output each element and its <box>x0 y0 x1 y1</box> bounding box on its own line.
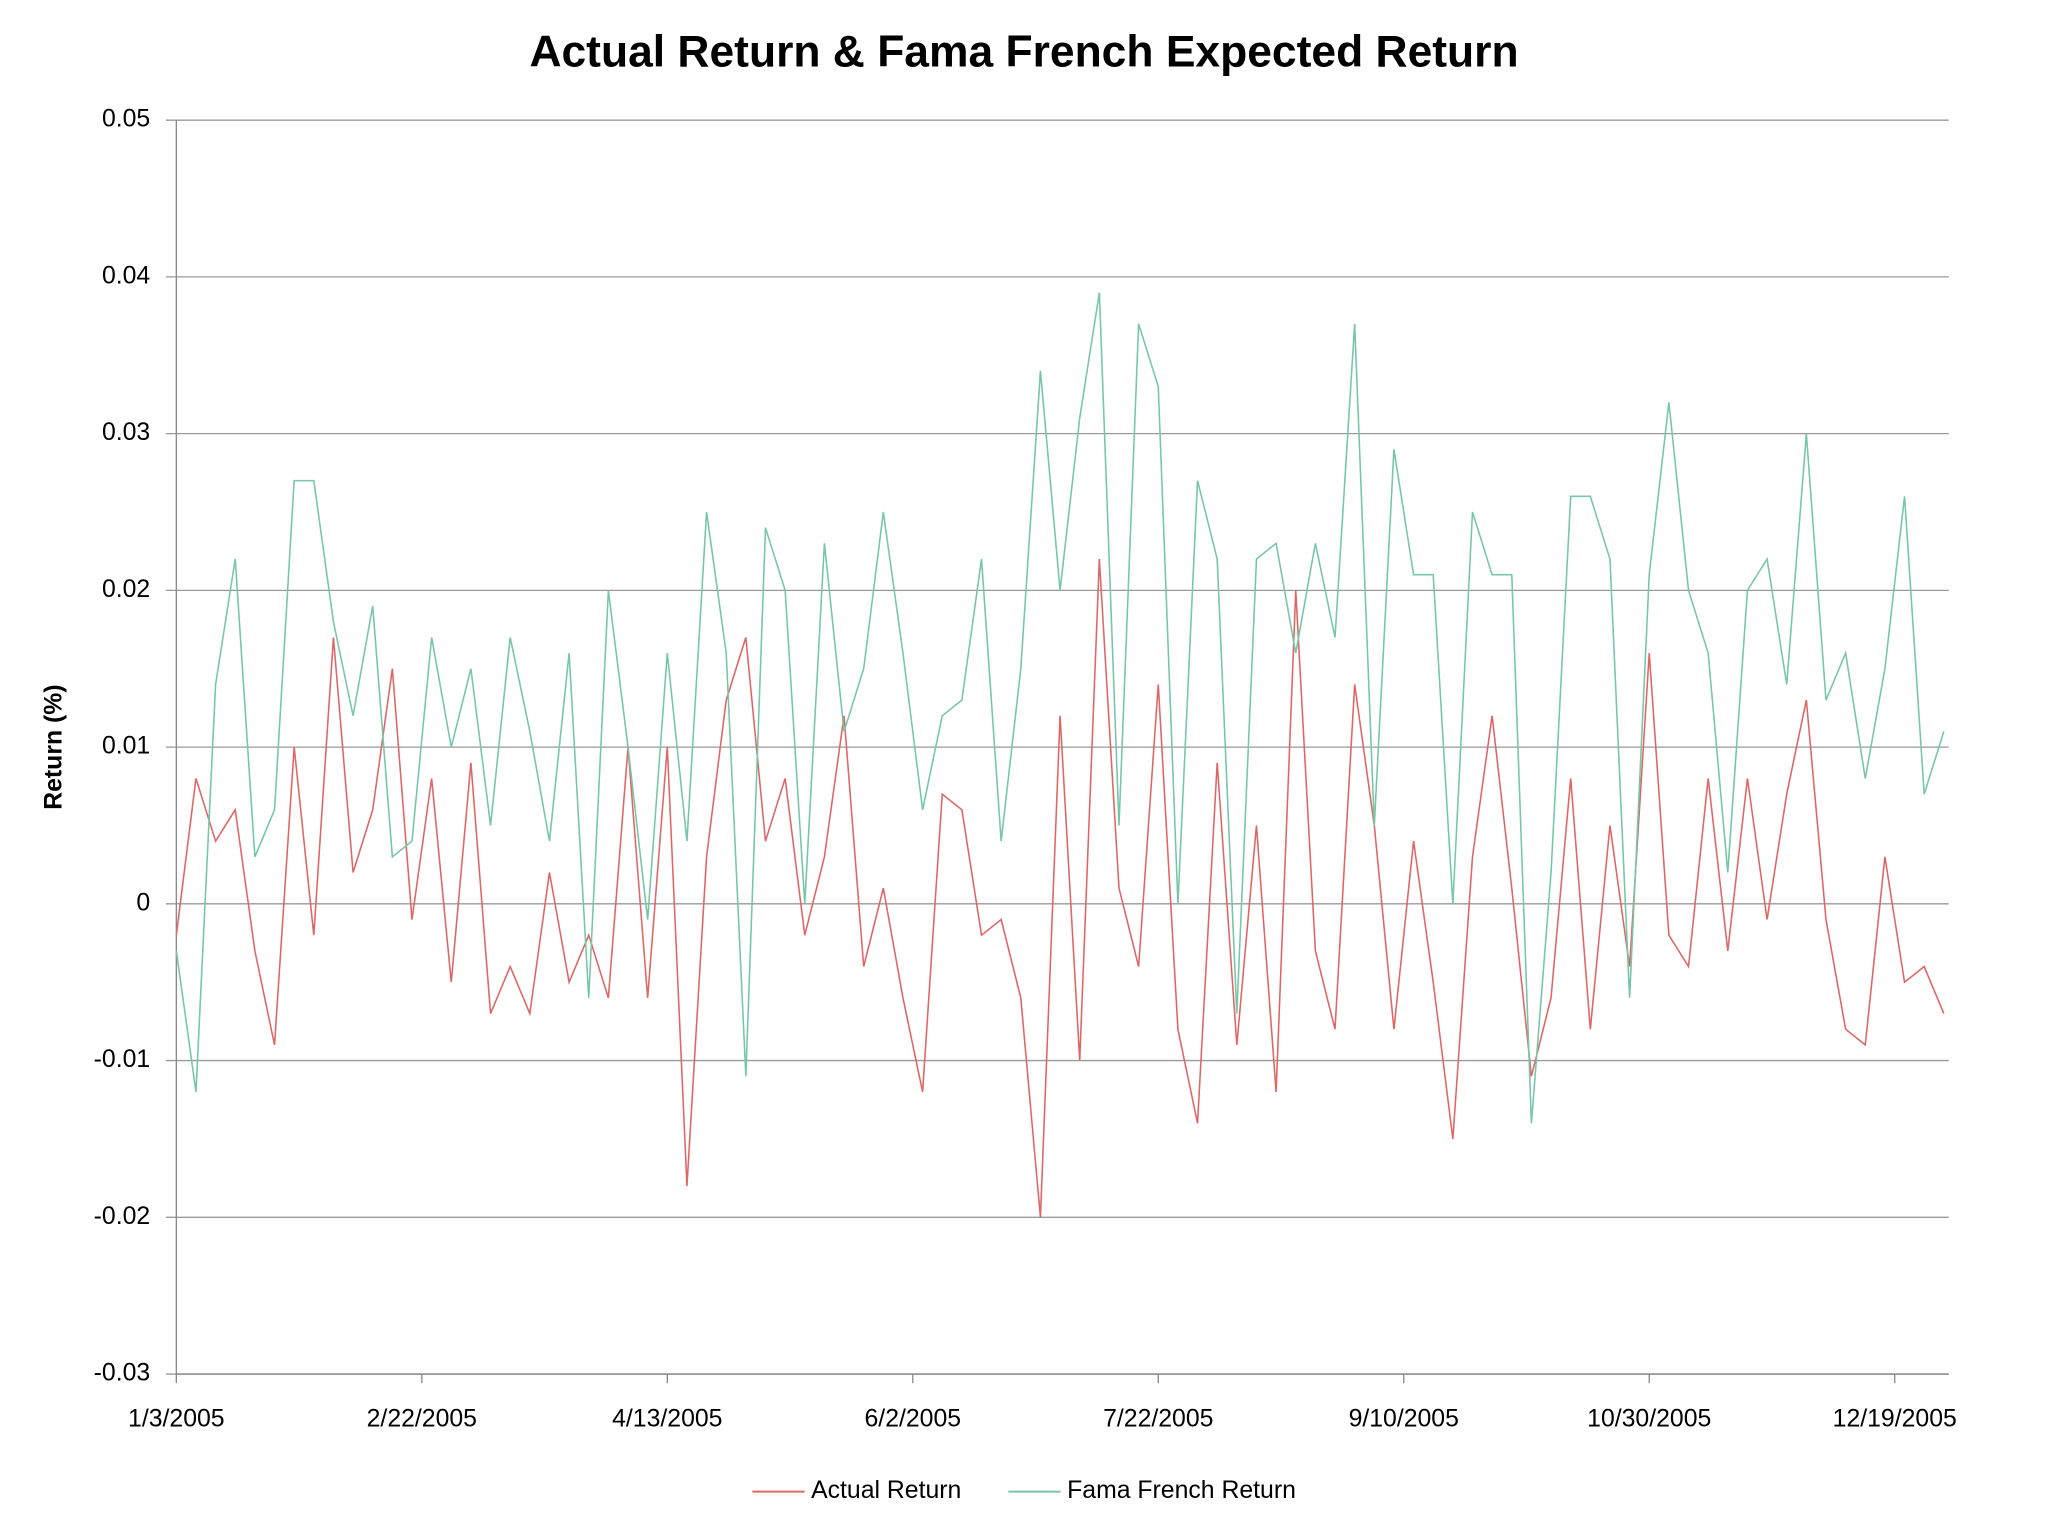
y-axis-label: Return (%) <box>40 684 67 809</box>
legend-label: Actual Return <box>811 1477 961 1504</box>
x-tick-label: 10/30/2005 <box>1587 1405 1711 1432</box>
y-tick-label: 0.05 <box>102 106 150 133</box>
series-line <box>175 292 1945 1124</box>
x-tick-label: 9/10/2005 <box>1349 1405 1459 1432</box>
x-tick-label: 6/2/2005 <box>865 1405 962 1432</box>
legend-label: Fama French Return <box>1067 1477 1296 1504</box>
x-tick-label: 7/22/2005 <box>1103 1405 1213 1432</box>
chart-title: Actual Return & Fama French Expected Ret… <box>529 28 1518 77</box>
y-tick-label: 0.02 <box>102 576 150 603</box>
y-tick-label: 0.03 <box>102 419 150 446</box>
x-tick-label: 4/13/2005 <box>612 1405 722 1432</box>
x-tick-label: 2/22/2005 <box>367 1405 477 1432</box>
series-line <box>175 558 1945 1218</box>
y-tick-label: 0 <box>136 889 150 916</box>
x-tick-label: 1/3/2005 <box>128 1405 225 1432</box>
y-tick-label: -0.03 <box>94 1360 151 1387</box>
y-tick-label: 0.04 <box>102 262 150 289</box>
y-tick-label: -0.02 <box>94 1203 151 1230</box>
y-tick-label: 0.01 <box>102 733 150 760</box>
x-tick-label: 12/19/2005 <box>1833 1405 1957 1432</box>
y-tick-label: -0.01 <box>94 1046 151 1073</box>
